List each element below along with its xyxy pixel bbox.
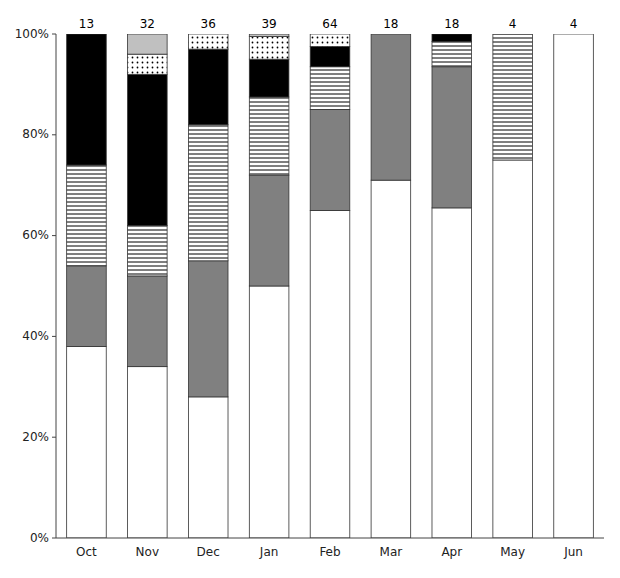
bar-segment [128, 34, 168, 54]
bar-segment [188, 125, 228, 261]
bar-segment [371, 34, 411, 35]
bar-segment [310, 110, 350, 211]
bar-segment [249, 97, 289, 175]
bar-segment [493, 34, 533, 35]
y-tick [52, 336, 56, 337]
x-tick-label: Jun [563, 545, 583, 559]
bar-segment [432, 67, 472, 208]
count-label: 4 [509, 17, 517, 31]
y-tick-label: 60% [22, 228, 49, 242]
bar-segment [493, 34, 533, 35]
bar-segment [249, 37, 289, 60]
y-tick [52, 34, 56, 35]
y-tick [52, 437, 56, 438]
chart-container: 0% 20% 40% 60% 80% 100% Oct Nov Dec Jan Feb Mar Apr M… [0, 0, 620, 578]
bar-segment [310, 67, 350, 110]
bar-segment [554, 34, 594, 35]
bar-segment [188, 34, 228, 49]
bar-segment [432, 208, 472, 538]
count-label: 36 [201, 17, 216, 31]
bar-segment [188, 49, 228, 125]
bar-segment [310, 34, 350, 47]
bar-segment [493, 160, 533, 538]
x-tick-label: Dec [197, 545, 220, 559]
count-label: 18 [444, 17, 459, 31]
y-tick-label: 20% [22, 430, 49, 444]
y-tick [52, 134, 56, 135]
count-label: 64 [322, 17, 337, 31]
bar-segment [371, 34, 411, 35]
bar-segment [128, 367, 168, 538]
bar-segment [432, 34, 472, 42]
bar-segment [67, 266, 107, 347]
bar-segment [371, 34, 411, 35]
bar-segment [249, 175, 289, 286]
bar-segment [432, 42, 472, 67]
bar-segment [128, 74, 168, 225]
bar-segment [554, 34, 594, 35]
x-axis-line [56, 538, 604, 539]
bar-segment [67, 34, 107, 35]
bar-segment [249, 34, 289, 37]
count-label: 39 [261, 17, 276, 31]
bar-segment [554, 34, 594, 538]
bar-segment [67, 165, 107, 266]
count-label: 32 [140, 17, 155, 31]
x-tick-label: Nov [136, 545, 159, 559]
bar-segment [249, 59, 289, 97]
bar-segment [310, 34, 350, 35]
bar-segment [371, 34, 411, 180]
bar-segment [128, 276, 168, 367]
y-tick-label: 40% [22, 329, 49, 343]
bar-segment [432, 34, 472, 35]
x-tick-label: Mar [380, 545, 403, 559]
bar-segment [493, 34, 533, 35]
bar-segment [67, 34, 107, 35]
bar-segment [188, 34, 228, 35]
count-label: 13 [79, 17, 94, 31]
bar-segment [371, 34, 411, 35]
y-axis-line [56, 34, 57, 538]
count-label: 18 [383, 17, 398, 31]
bar-segment [554, 34, 594, 35]
bar-segment [249, 286, 289, 538]
bars [67, 34, 594, 538]
bar-segment [128, 226, 168, 276]
bar-segment [188, 261, 228, 397]
bar-segment [188, 397, 228, 538]
y-tick-label: 0% [30, 531, 49, 545]
bar-segment [310, 210, 350, 538]
bar-segment [67, 34, 107, 165]
x-tick-label: Oct [76, 545, 97, 559]
y-tick [52, 235, 56, 236]
bar-segment [554, 34, 594, 35]
y-tick [52, 538, 56, 539]
bar-segment [310, 47, 350, 67]
x-tick-label: Apr [441, 545, 462, 559]
x-tick-label: Jan [259, 545, 279, 559]
chart-svg: 0% 20% 40% 60% 80% 100% Oct Nov Dec Jan Feb Mar Apr M… [0, 0, 620, 578]
bar-segment [493, 34, 533, 160]
x-tick-label: Feb [319, 545, 340, 559]
bar-segment [67, 346, 107, 538]
bar-segment [432, 34, 472, 35]
bar-segment [371, 180, 411, 538]
y-tick-label: 80% [22, 127, 49, 141]
x-tick-label: May [500, 545, 525, 559]
count-label: 4 [570, 17, 578, 31]
y-tick-label: 100% [15, 27, 49, 41]
bar-segment [128, 54, 168, 74]
bar-segment [554, 34, 594, 35]
